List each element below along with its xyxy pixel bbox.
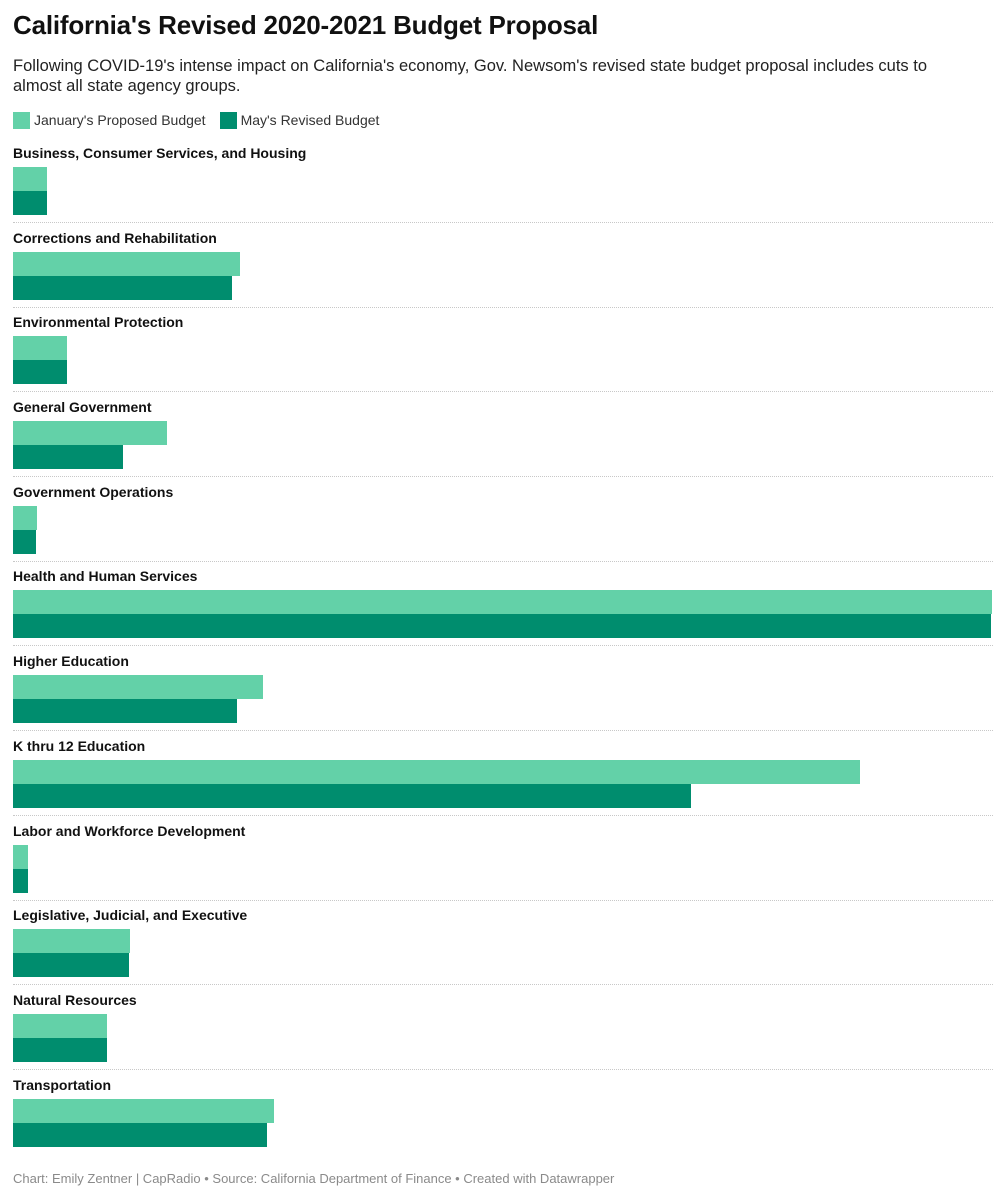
bar-row-health-and-human-services: Health and Human Services (13, 565, 993, 650)
bar-may (13, 1037, 107, 1062)
bar-may (13, 360, 67, 385)
row-divider (13, 984, 993, 986)
bar-january (13, 421, 167, 446)
category-label: Legislative, Judicial, and Executive (13, 907, 248, 924)
bar-january (13, 675, 263, 700)
bar-january (13, 844, 28, 869)
legend-swatch-january (13, 111, 30, 129)
row-divider (13, 730, 993, 732)
chart-footer: Chart: Emily Zentner | CapRadio • Source… (13, 1171, 615, 1186)
bar-rows: Business, Consumer Services, and Housing… (13, 142, 993, 1158)
category-label: Environmental Protection (13, 314, 184, 331)
row-divider (13, 391, 993, 393)
bar-may (13, 445, 123, 470)
chart-subtitle: Following COVID-19's intense impact on C… (13, 57, 928, 95)
bar-january (13, 1098, 275, 1123)
bar-january (13, 251, 241, 276)
bar-january (13, 759, 860, 784)
legend: January's Proposed Budget May's Revised … (13, 111, 393, 129)
category-label: Labor and Workforce Development (13, 822, 246, 839)
category-label: Business, Consumer Services, and Housing (13, 145, 307, 161)
bar-january (13, 505, 38, 530)
row-divider (13, 222, 993, 223)
category-label: Natural Resources (13, 991, 137, 1008)
bar-may (13, 783, 692, 808)
bar-row-environmental-protection: Environmental Protection (13, 311, 993, 396)
legend-item-may: May's Revised Budget (219, 111, 380, 129)
bar-january (13, 167, 48, 191)
bar-row-natural-resources: Natural Resources (13, 989, 993, 1074)
legend-item-january: January's Proposed Budget (13, 111, 206, 129)
category-label: Corrections and Rehabilitation (13, 229, 217, 246)
category-label: Government Operations (13, 483, 174, 500)
category-label: Health and Human Services (13, 568, 198, 585)
bar-january (13, 929, 130, 954)
bar-row-legislative-judicial-and-executive: Legislative, Judicial, and Executive (13, 904, 993, 989)
bar-january (13, 336, 67, 361)
row-divider (13, 645, 993, 647)
bar-may (13, 529, 37, 554)
bar-may (13, 1122, 267, 1147)
row-divider (13, 560, 993, 562)
category-label: Transportation (13, 1076, 112, 1093)
row-divider (13, 476, 993, 478)
legend-swatch-may (219, 111, 237, 129)
bar-january (13, 1013, 107, 1038)
bar-may (13, 191, 48, 215)
legend-label-may: May's Revised Budget (240, 112, 380, 128)
bar-january (13, 590, 992, 615)
bar-row-general-government: General Government (13, 396, 993, 481)
bar-row-government-operations: Government Operations (13, 481, 993, 566)
row-divider (13, 814, 993, 816)
bar-may (13, 614, 992, 639)
category-label: General Government (13, 399, 152, 416)
bar-row-business-consumer-services-and-housing: Business, Consumer Services, and Housing (13, 142, 993, 227)
bar-row-higher-education: Higher Education (13, 650, 993, 735)
row-divider (13, 306, 993, 308)
legend-label-january: January's Proposed Budget (34, 112, 206, 128)
bar-row-labor-and-workforce-development: Labor and Workforce Development (13, 820, 993, 905)
category-label: K thru 12 Education (13, 737, 146, 754)
bar-may (13, 868, 28, 893)
category-label: Higher Education (13, 653, 129, 670)
row-divider (13, 1068, 993, 1070)
bar-row-transportation: Transportation (13, 1074, 993, 1159)
bar-may (13, 275, 233, 300)
bar-row-corrections-and-rehabilitation: Corrections and Rehabilitation (13, 227, 993, 312)
bar-may (13, 953, 129, 978)
row-divider (13, 899, 993, 901)
bar-row-k-thru-12-education: K thru 12 Education (13, 735, 993, 820)
chart-title: California's Revised 2020-2021 Budget Pr… (13, 10, 599, 40)
bar-may (13, 699, 238, 724)
